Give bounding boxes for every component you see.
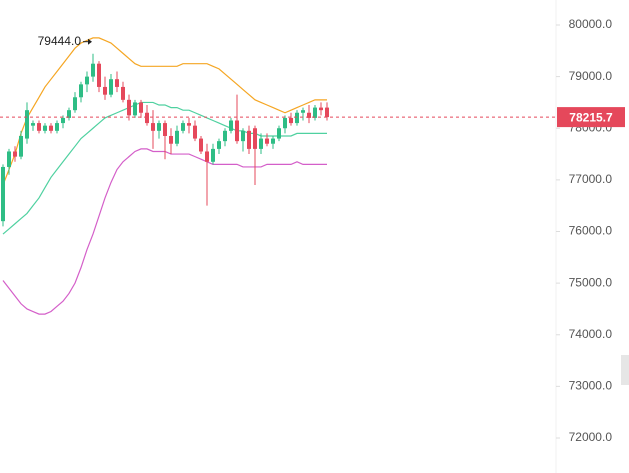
candle-body xyxy=(31,123,35,126)
candle-body xyxy=(235,120,239,142)
y-tick-label: 77000.0 xyxy=(569,172,613,186)
candle-body xyxy=(295,112,299,124)
candle-body xyxy=(91,63,95,77)
candle-body xyxy=(325,107,329,118)
price-label-box xyxy=(557,107,625,128)
y-tick-label: 76000.0 xyxy=(569,224,613,238)
candle-body xyxy=(1,166,5,222)
candle-body xyxy=(85,76,89,85)
candle-body xyxy=(313,107,317,118)
annotation-label: 79444.0 xyxy=(38,34,82,48)
candle-body xyxy=(199,138,203,152)
candle-body xyxy=(193,125,197,139)
candle-body xyxy=(253,128,257,149)
candle-body xyxy=(289,117,293,124)
candle-body xyxy=(7,151,11,167)
candle-body xyxy=(265,138,269,144)
candle-body xyxy=(97,63,101,87)
candle-body xyxy=(241,130,245,142)
band-line xyxy=(2,37,327,186)
candle-body xyxy=(175,130,179,144)
candle-body xyxy=(43,125,47,131)
candle-body xyxy=(205,151,209,162)
candle-body xyxy=(145,112,149,124)
candle-body xyxy=(157,123,161,131)
candle-body xyxy=(67,110,71,118)
candle-body xyxy=(283,117,287,129)
candle-body xyxy=(319,107,323,111)
candle-body xyxy=(307,112,311,118)
candle-body xyxy=(151,123,155,131)
candle-body xyxy=(169,135,173,144)
candle-body xyxy=(133,102,137,116)
candle-body xyxy=(217,141,221,149)
y-tick-label: 80000.0 xyxy=(569,17,613,31)
annotation-arrowhead xyxy=(88,38,92,45)
candle-body xyxy=(13,151,17,157)
candle-body xyxy=(187,123,191,126)
candle-body xyxy=(109,79,113,95)
candle-body xyxy=(103,86,107,95)
candle-body xyxy=(19,135,23,157)
y-tick-label: 72000.0 xyxy=(569,430,613,444)
candle-body xyxy=(301,110,305,113)
scroll-handle[interactable] xyxy=(621,355,629,385)
y-tick-label: 75000.0 xyxy=(569,275,613,289)
candle-body xyxy=(271,138,275,144)
y-tick-label: 79000.0 xyxy=(569,69,613,83)
candle-body xyxy=(181,123,185,131)
candle-body xyxy=(127,99,131,116)
candle-body xyxy=(79,84,83,98)
candle-body xyxy=(247,130,251,149)
candle-body xyxy=(121,86,125,100)
candle-body xyxy=(163,123,167,136)
candle-body xyxy=(139,102,143,113)
candle-body xyxy=(73,97,77,111)
price-label: 78215.7 xyxy=(569,110,613,124)
candle-body xyxy=(115,79,119,87)
candle-body xyxy=(277,128,281,139)
candle-body xyxy=(223,130,227,142)
y-tick-label: 73000.0 xyxy=(569,379,613,393)
candle-body xyxy=(61,117,65,124)
y-tick-label: 74000.0 xyxy=(569,327,613,341)
candle-body xyxy=(25,110,29,139)
candle-body xyxy=(49,125,53,131)
candle-body xyxy=(211,148,215,162)
candle-body xyxy=(229,120,233,131)
candle-body xyxy=(55,123,59,131)
candle-body xyxy=(37,123,41,131)
candle-body xyxy=(259,138,263,149)
